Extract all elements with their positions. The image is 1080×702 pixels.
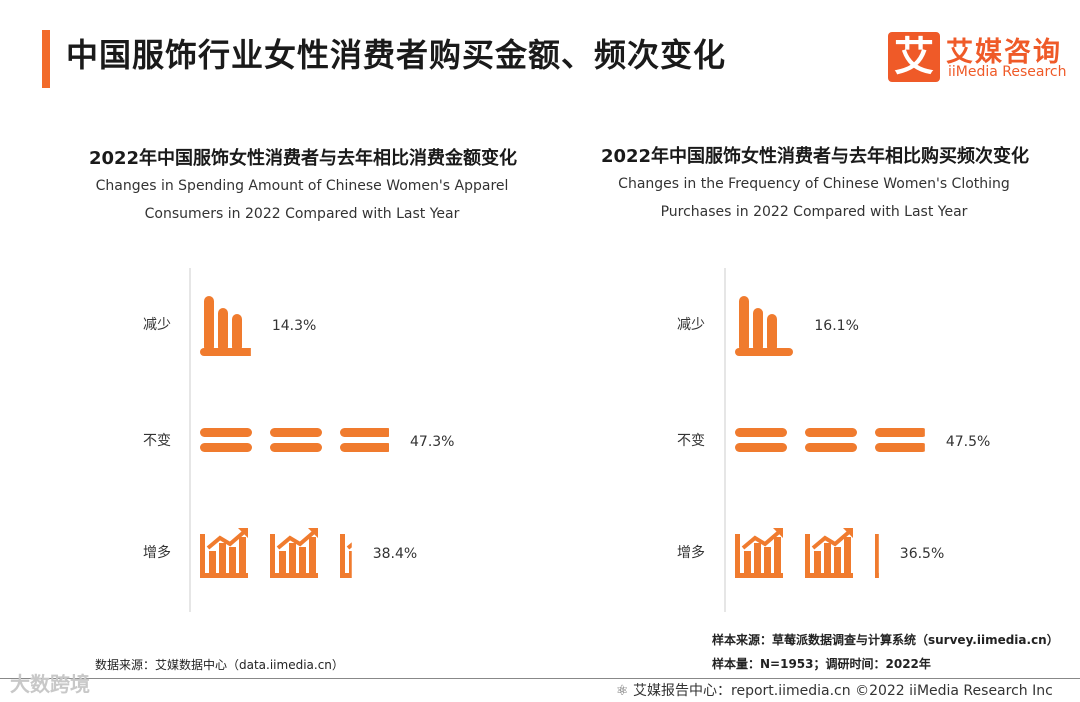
sample-source-note: 样本来源：草莓派数据调查与计算系统（survey.iimedia.cn） <box>712 633 1059 647</box>
chart1-category-label: 减少 <box>143 317 171 333</box>
page-title: 中国服饰行业女性消费者购买金额、频次变化 <box>66 36 727 74</box>
chart1-value-label: 14.3% <box>272 318 316 334</box>
chart1-value-label: 47.3% <box>410 434 454 450</box>
logo-mark: 艾 <box>888 32 940 82</box>
globe-icon: ⚛ <box>616 683 629 699</box>
chart2-category-label: 减少 <box>677 317 705 333</box>
chart1-bar-0 <box>200 296 251 356</box>
title-accent-bar <box>42 30 50 88</box>
chart2-category-label: 增多 <box>677 544 705 561</box>
brand-logo: 艾 艾媒咨询 iiMedia Research <box>888 30 1068 86</box>
chart2-bar-0 <box>735 296 793 356</box>
logo-cn-text: 艾媒咨询 <box>946 37 1062 68</box>
chart2-value-label: 16.1% <box>814 318 858 334</box>
chart1-title: 2022年中国服饰女性消费者与去年相比消费金额变化 <box>88 148 518 169</box>
sample-size-note: 样本量：N=1953；调研时间：2022年 <box>712 657 931 671</box>
watermark: 大数跨境 <box>10 672 90 696</box>
data-source-note: 数据来源：艾媒数据中心（data.iimedia.cn） <box>95 658 344 672</box>
chart2-title: 2022年中国服饰女性消费者与去年相比购买频次变化 <box>600 146 1030 167</box>
chart2-bar-2 <box>735 528 879 578</box>
report-center-footer: ⚛ 艾媒报告中心：report.iimedia.cn ©2022 iiMedia… <box>616 680 1053 700</box>
chart1-bar-1 <box>200 428 389 452</box>
chart2-value-label: 47.5% <box>946 434 990 450</box>
chart1-value-label: 38.4% <box>373 546 417 562</box>
logo-en-text: iiMedia Research <box>948 64 1067 80</box>
chart2-subtitle-line1: Changes in the Frequency of Chinese Wome… <box>618 176 1010 192</box>
chart1-subtitle-line2: Consumers in 2022 Compared with Last Yea… <box>144 206 460 222</box>
chart1-category-label: 增多 <box>143 544 171 561</box>
report-center-text: 艾媒报告中心：report.iimedia.cn ©2022 iiMedia R… <box>633 683 1053 699</box>
chart2-value-label: 36.5% <box>900 546 944 562</box>
chart2-category-label: 不变 <box>677 433 705 449</box>
chart1-bar-2 <box>200 528 352 578</box>
chart2-subtitle-line2: Purchases in 2022 Compared with Last Yea… <box>660 204 968 220</box>
chart1-subtitle-line1: Changes in Spending Amount of Chinese Wo… <box>95 178 509 194</box>
chart2-bar-1 <box>735 428 925 452</box>
footer-divider <box>0 678 1080 679</box>
chart1-category-label: 不变 <box>143 433 171 449</box>
